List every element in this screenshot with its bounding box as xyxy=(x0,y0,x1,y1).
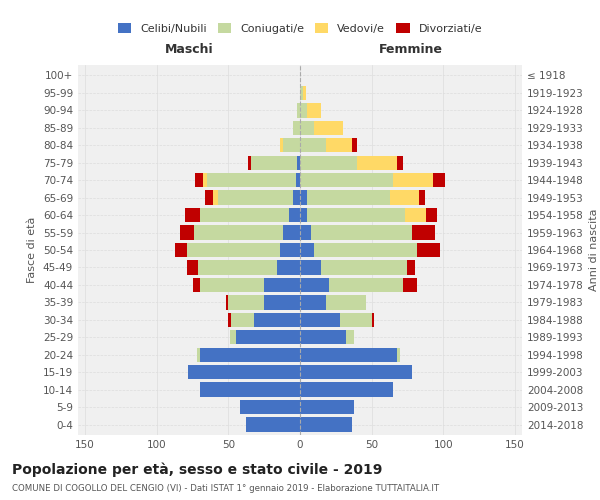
Bar xyxy=(340,312,371,327)
Bar xyxy=(390,190,419,205)
Bar xyxy=(300,156,357,170)
Bar xyxy=(300,278,329,292)
Bar xyxy=(397,156,403,170)
Bar xyxy=(283,226,300,239)
Bar xyxy=(175,243,187,257)
Bar xyxy=(407,260,415,274)
Bar xyxy=(197,348,200,362)
Bar xyxy=(200,278,264,292)
Bar xyxy=(300,365,412,380)
Bar xyxy=(419,190,425,205)
Bar xyxy=(187,243,280,257)
Bar xyxy=(418,243,440,257)
Bar xyxy=(193,278,200,292)
Bar xyxy=(303,86,306,100)
Bar xyxy=(404,208,426,222)
Bar xyxy=(426,208,437,222)
Bar xyxy=(226,295,229,310)
Bar xyxy=(293,190,300,205)
Bar xyxy=(346,330,355,344)
Bar xyxy=(248,156,251,170)
Bar xyxy=(240,400,300,414)
Bar xyxy=(296,173,300,188)
Bar xyxy=(229,295,264,310)
Legend: Celibi/Nubili, Coniugati/e, Vedovi/e, Divorziati/e: Celibi/Nubili, Coniugati/e, Vedovi/e, Di… xyxy=(113,19,487,38)
Bar xyxy=(212,190,218,205)
Bar xyxy=(264,278,300,292)
Bar xyxy=(218,190,293,205)
Bar xyxy=(196,173,203,188)
Bar xyxy=(307,103,322,118)
Bar xyxy=(397,348,400,362)
Bar xyxy=(300,138,326,152)
Bar xyxy=(357,156,397,170)
Bar xyxy=(203,173,207,188)
Y-axis label: Anni di nascita: Anni di nascita xyxy=(589,209,599,291)
Bar xyxy=(300,260,322,274)
Bar xyxy=(300,103,307,118)
Bar xyxy=(205,190,212,205)
Bar xyxy=(245,418,300,432)
Bar xyxy=(289,208,300,222)
Bar xyxy=(264,295,300,310)
Bar xyxy=(300,243,314,257)
Bar xyxy=(322,260,407,274)
Bar xyxy=(300,173,393,188)
Bar xyxy=(199,260,277,274)
Bar xyxy=(300,382,393,397)
Bar xyxy=(200,382,300,397)
Bar xyxy=(433,173,445,188)
Bar xyxy=(300,312,340,327)
Bar xyxy=(280,138,283,152)
Bar xyxy=(283,138,300,152)
Bar xyxy=(352,138,357,152)
Bar xyxy=(207,173,296,188)
Bar xyxy=(300,295,326,310)
Bar xyxy=(300,86,303,100)
Bar xyxy=(200,348,300,362)
Bar xyxy=(297,156,300,170)
Bar xyxy=(231,312,254,327)
Bar xyxy=(300,330,346,344)
Bar xyxy=(314,243,418,257)
Bar xyxy=(300,208,307,222)
Bar xyxy=(194,226,283,239)
Bar xyxy=(236,330,300,344)
Y-axis label: Fasce di età: Fasce di età xyxy=(28,217,37,283)
Bar xyxy=(403,278,418,292)
Bar xyxy=(307,208,404,222)
Bar xyxy=(311,226,412,239)
Bar xyxy=(326,295,366,310)
Bar xyxy=(300,226,311,239)
Bar xyxy=(254,312,300,327)
Text: Femmine: Femmine xyxy=(379,44,443,57)
Text: Popolazione per età, sesso e stato civile - 2019: Popolazione per età, sesso e stato civil… xyxy=(12,462,382,477)
Text: Maschi: Maschi xyxy=(164,44,214,57)
Bar xyxy=(280,243,300,257)
Bar xyxy=(230,330,236,344)
Bar xyxy=(187,260,199,274)
Bar xyxy=(300,400,355,414)
Bar xyxy=(277,260,300,274)
Bar xyxy=(329,278,403,292)
Bar xyxy=(326,138,352,152)
Bar xyxy=(300,120,314,135)
Bar xyxy=(371,312,374,327)
Bar xyxy=(412,226,434,239)
Bar xyxy=(179,226,194,239)
Bar xyxy=(300,348,397,362)
Bar xyxy=(307,190,390,205)
Bar xyxy=(251,156,297,170)
Bar xyxy=(293,120,300,135)
Bar xyxy=(200,208,289,222)
Bar xyxy=(188,365,300,380)
Text: COMUNE DI COGOLLO DEL CENGIO (VI) - Dati ISTAT 1° gennaio 2019 - Elaborazione TU: COMUNE DI COGOLLO DEL CENGIO (VI) - Dati… xyxy=(12,484,439,493)
Bar xyxy=(297,103,300,118)
Bar xyxy=(314,120,343,135)
Bar xyxy=(300,418,352,432)
Bar xyxy=(393,173,433,188)
Bar xyxy=(185,208,200,222)
Bar xyxy=(300,190,307,205)
Bar xyxy=(229,312,231,327)
